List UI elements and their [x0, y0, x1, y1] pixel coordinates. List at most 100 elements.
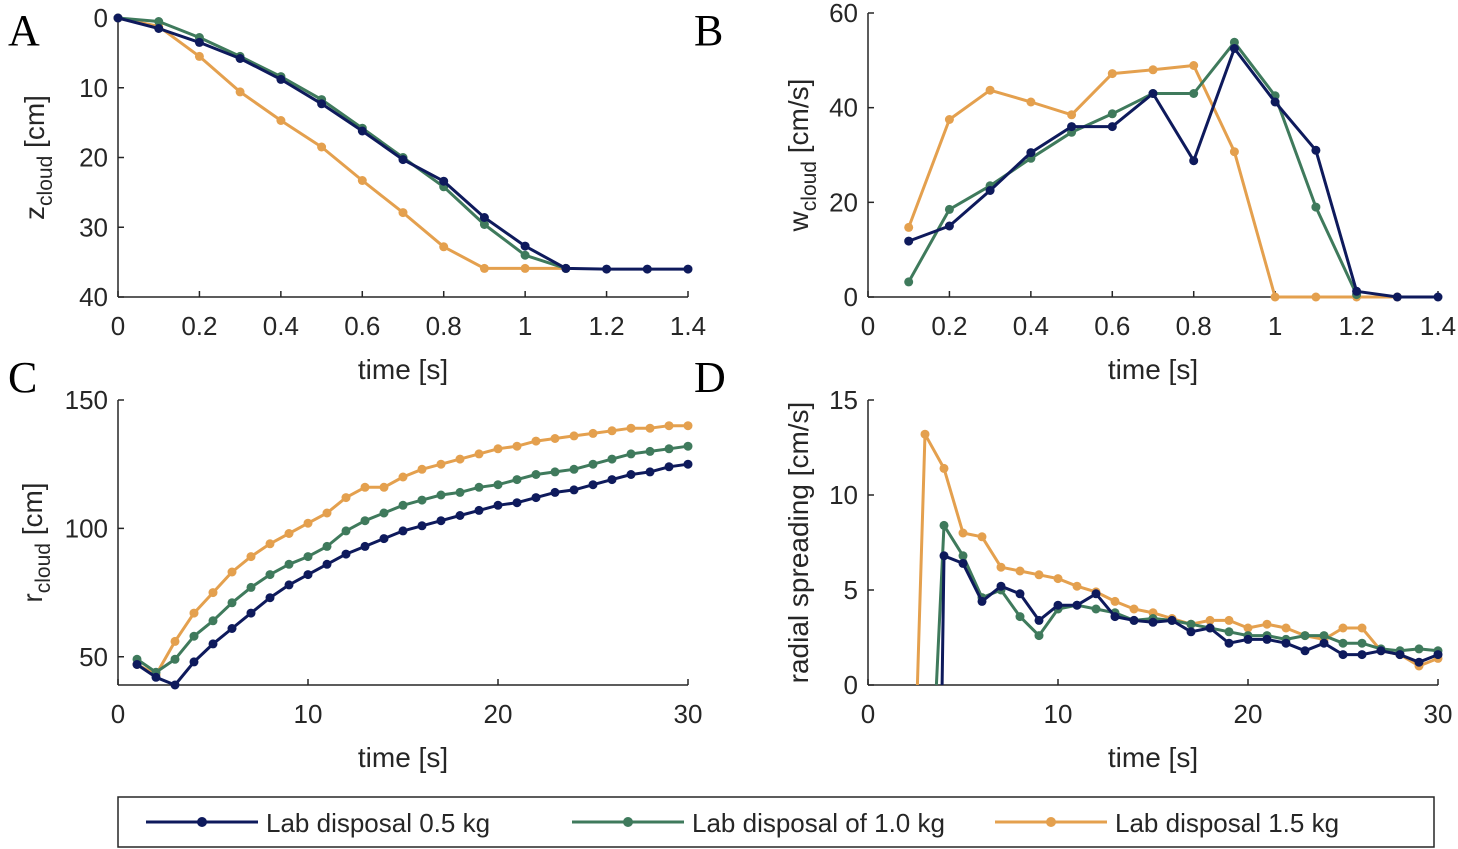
data-point-a-05: [479, 213, 489, 222]
data-point-c-15: [645, 423, 655, 433]
data-point-d-15: [958, 528, 968, 538]
y-tick-label-d: 5: [844, 575, 858, 605]
legend-label-0-5kg: Lab disposal 0.5 kg: [266, 808, 490, 838]
data-point-d-05: [1091, 589, 1101, 599]
data-point-a-05: [357, 126, 367, 136]
x-tick-label-a: 0: [111, 311, 125, 341]
y-tick-label-b: 20: [829, 187, 858, 217]
data-point-c-15: [607, 426, 617, 436]
data-point-b-10: [1229, 37, 1239, 47]
data-point-a-10: [520, 250, 530, 260]
data-point-d-05: [1357, 650, 1367, 660]
data-point-b-05: [1107, 122, 1117, 132]
y-tick-label-b: 40: [829, 93, 858, 123]
series-line-a-10: [117, 16, 567, 270]
data-point-b-15: [1067, 110, 1077, 120]
series-line-d-05: [940, 554, 1439, 686]
data-point-d-05: [1148, 617, 1158, 627]
data-point-a-05: [113, 13, 123, 23]
data-point-b-15: [1311, 292, 1321, 302]
data-point-c-05: [474, 505, 484, 515]
data-point-d-15: [1072, 581, 1082, 591]
data-point-a-05: [561, 263, 571, 273]
x-tick-label-b: 0.8: [1176, 311, 1212, 341]
data-point-d-15: [996, 562, 1006, 572]
data-point-c-05: [664, 462, 674, 472]
data-point-a-15: [439, 242, 449, 252]
data-point-b-10: [1107, 109, 1117, 119]
data-point-d-15: [1034, 570, 1044, 580]
data-point-c-10: [664, 444, 674, 454]
series-line-c-05: [136, 462, 689, 687]
data-point-a-15: [317, 142, 327, 152]
data-point-a-15: [520, 263, 530, 273]
data-point-d-10: [939, 520, 949, 530]
data-point-d-15: [1015, 566, 1025, 576]
data-point-a-05: [194, 37, 204, 47]
data-point-c-15: [588, 428, 598, 438]
data-point-c-10: [645, 446, 655, 456]
data-point-d-05: [1072, 600, 1082, 610]
data-point-c-10: [322, 541, 332, 551]
panel-a: 0 0.2 0.4 0.6 0.8 1 1.2 1.4 0 10 20 30 40 time [s] zcl…: [19, 3, 706, 385]
data-point-c-15: [360, 482, 370, 492]
data-point-d-15: [1281, 623, 1291, 633]
data-point-c-05: [132, 660, 142, 669]
x-tick-label-b: 1: [1268, 311, 1282, 341]
data-point-b-15: [1270, 292, 1280, 302]
data-point-c-15: [664, 421, 674, 431]
data-point-a-05: [317, 99, 327, 109]
legend-marker-1-0kg: [623, 817, 633, 827]
data-point-a-15: [276, 116, 286, 125]
data-point-a-15: [398, 208, 408, 218]
legend-box: [117, 796, 1435, 848]
data-point-c-10: [227, 598, 237, 608]
data-point-b-15: [904, 222, 914, 232]
x-tick-label-a: 1.4: [670, 311, 706, 341]
panel-letter-d: D: [694, 353, 726, 402]
data-point-c-05: [569, 485, 579, 495]
data-point-c-15: [474, 449, 484, 459]
data-point-c-10: [455, 487, 465, 497]
y-tick-label-d: 10: [829, 480, 858, 510]
data-point-d-05: [1186, 627, 1196, 637]
x-tick-label-c: 30: [674, 699, 703, 729]
legend-marker-0-5kg: [197, 817, 207, 827]
y-tick-label-c: 150: [65, 385, 108, 415]
legend-label-1-5kg: Lab disposal 1.5 kg: [1115, 808, 1339, 838]
series-line-d-15: [915, 432, 1439, 686]
y-axis-label-c: rcloud [cm]: [17, 482, 55, 602]
data-point-c-05: [417, 521, 427, 531]
data-point-c-05: [303, 570, 313, 580]
data-point-d-05: [1224, 638, 1234, 648]
data-point-a-05: [276, 74, 286, 84]
data-point-b-05: [985, 186, 995, 195]
x-tick-label-b: 0.6: [1094, 311, 1130, 341]
panel-letter-b: B: [694, 6, 723, 55]
data-point-c-10: [569, 464, 579, 474]
y-tick-label-c: 50: [79, 642, 108, 672]
data-point-d-15: [1224, 615, 1234, 625]
data-point-d-05: [996, 581, 1006, 591]
data-point-c-05: [170, 680, 180, 690]
data-point-d-15: [1110, 596, 1120, 606]
data-point-d-10: [1319, 631, 1329, 641]
data-point-c-05: [322, 559, 332, 569]
data-point-c-10: [512, 475, 522, 485]
data-point-c-10: [379, 508, 389, 518]
data-point-c-05: [284, 580, 294, 590]
y-axis-label-a: zcloud [cm]: [19, 95, 57, 220]
data-point-b-05: [1433, 292, 1443, 302]
data-point-d-15: [977, 532, 987, 542]
data-point-c-15: [436, 459, 446, 469]
data-point-c-10: [607, 454, 617, 464]
data-point-c-05: [341, 549, 351, 559]
data-point-c-10: [683, 441, 693, 451]
series-line-d-10: [934, 523, 1439, 686]
data-point-d-05: [1433, 650, 1443, 660]
data-point-d-15: [920, 429, 930, 439]
data-point-b-05: [1352, 286, 1362, 296]
x-axis-label-d: time [s]: [1108, 742, 1198, 773]
data-point-c-05: [360, 541, 370, 551]
data-point-c-15: [512, 441, 522, 451]
